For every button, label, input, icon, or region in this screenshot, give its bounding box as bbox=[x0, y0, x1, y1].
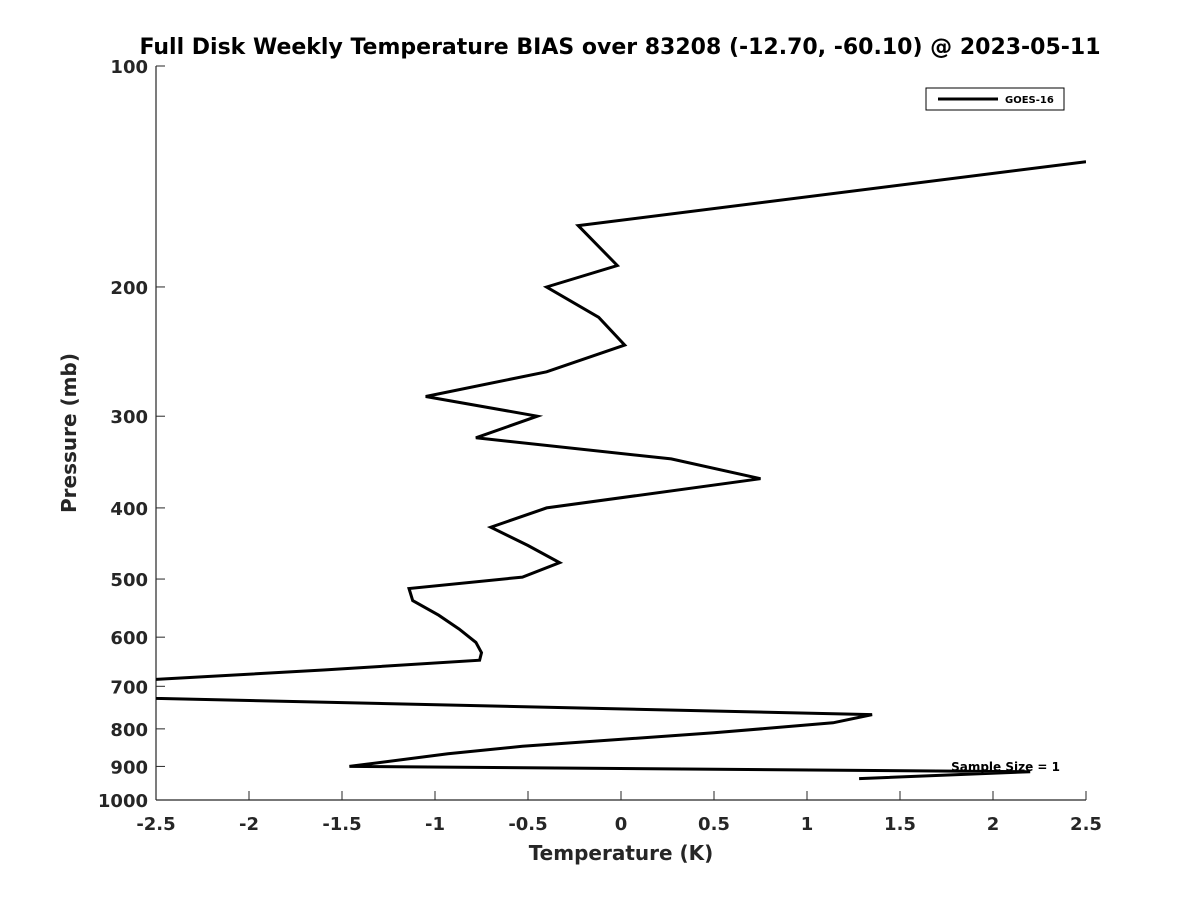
series-line-goes-16 bbox=[156, 160, 1086, 781]
y-axis-label: Pressure (mb) bbox=[57, 353, 81, 513]
x-axis-label: Temperature (K) bbox=[529, 841, 714, 865]
y-tick-label: 900 bbox=[110, 757, 148, 778]
x-tick-label: -2 bbox=[239, 814, 259, 835]
legend: GOES-16 bbox=[925, 87, 1065, 111]
legend-label-goes16: GOES-16 bbox=[1005, 95, 1054, 106]
x-tick-label: 0 bbox=[615, 814, 628, 835]
series-layer bbox=[156, 160, 1086, 781]
axes: -2.5 -2 -1.5 -1 -0.5 0 0.5 1 1.5 2 2.5 100 200 300 400… bbox=[98, 57, 1102, 835]
y-tick-label: 100 bbox=[110, 57, 148, 78]
x-tick-label: 0.5 bbox=[698, 814, 730, 835]
y-tick-label: 1000 bbox=[98, 791, 148, 812]
chart-title: Full Disk Weekly Temperature BIAS over 8… bbox=[139, 35, 1100, 60]
x-tick-label: -1 bbox=[425, 814, 445, 835]
y-tick-label: 600 bbox=[110, 628, 148, 649]
x-tick-label: -1.5 bbox=[322, 814, 361, 835]
sample-size-annotation: Sample Size = 1 bbox=[951, 760, 1060, 774]
y-tick-label: 200 bbox=[110, 278, 148, 299]
x-tick-label: -0.5 bbox=[508, 814, 547, 835]
x-tick-label: 1.5 bbox=[884, 814, 916, 835]
y-tick-label: 500 bbox=[110, 570, 148, 591]
x-tick-label: 2 bbox=[987, 814, 1000, 835]
x-tick-label: 2.5 bbox=[1070, 814, 1102, 835]
y-tick-label: 700 bbox=[110, 677, 148, 698]
y-tick-label: 300 bbox=[110, 407, 148, 428]
y-tick-label: 800 bbox=[110, 720, 148, 741]
x-tick-label: 1 bbox=[801, 814, 814, 835]
x-tick-label: -2.5 bbox=[136, 814, 175, 835]
y-tick-label: 400 bbox=[110, 499, 148, 520]
